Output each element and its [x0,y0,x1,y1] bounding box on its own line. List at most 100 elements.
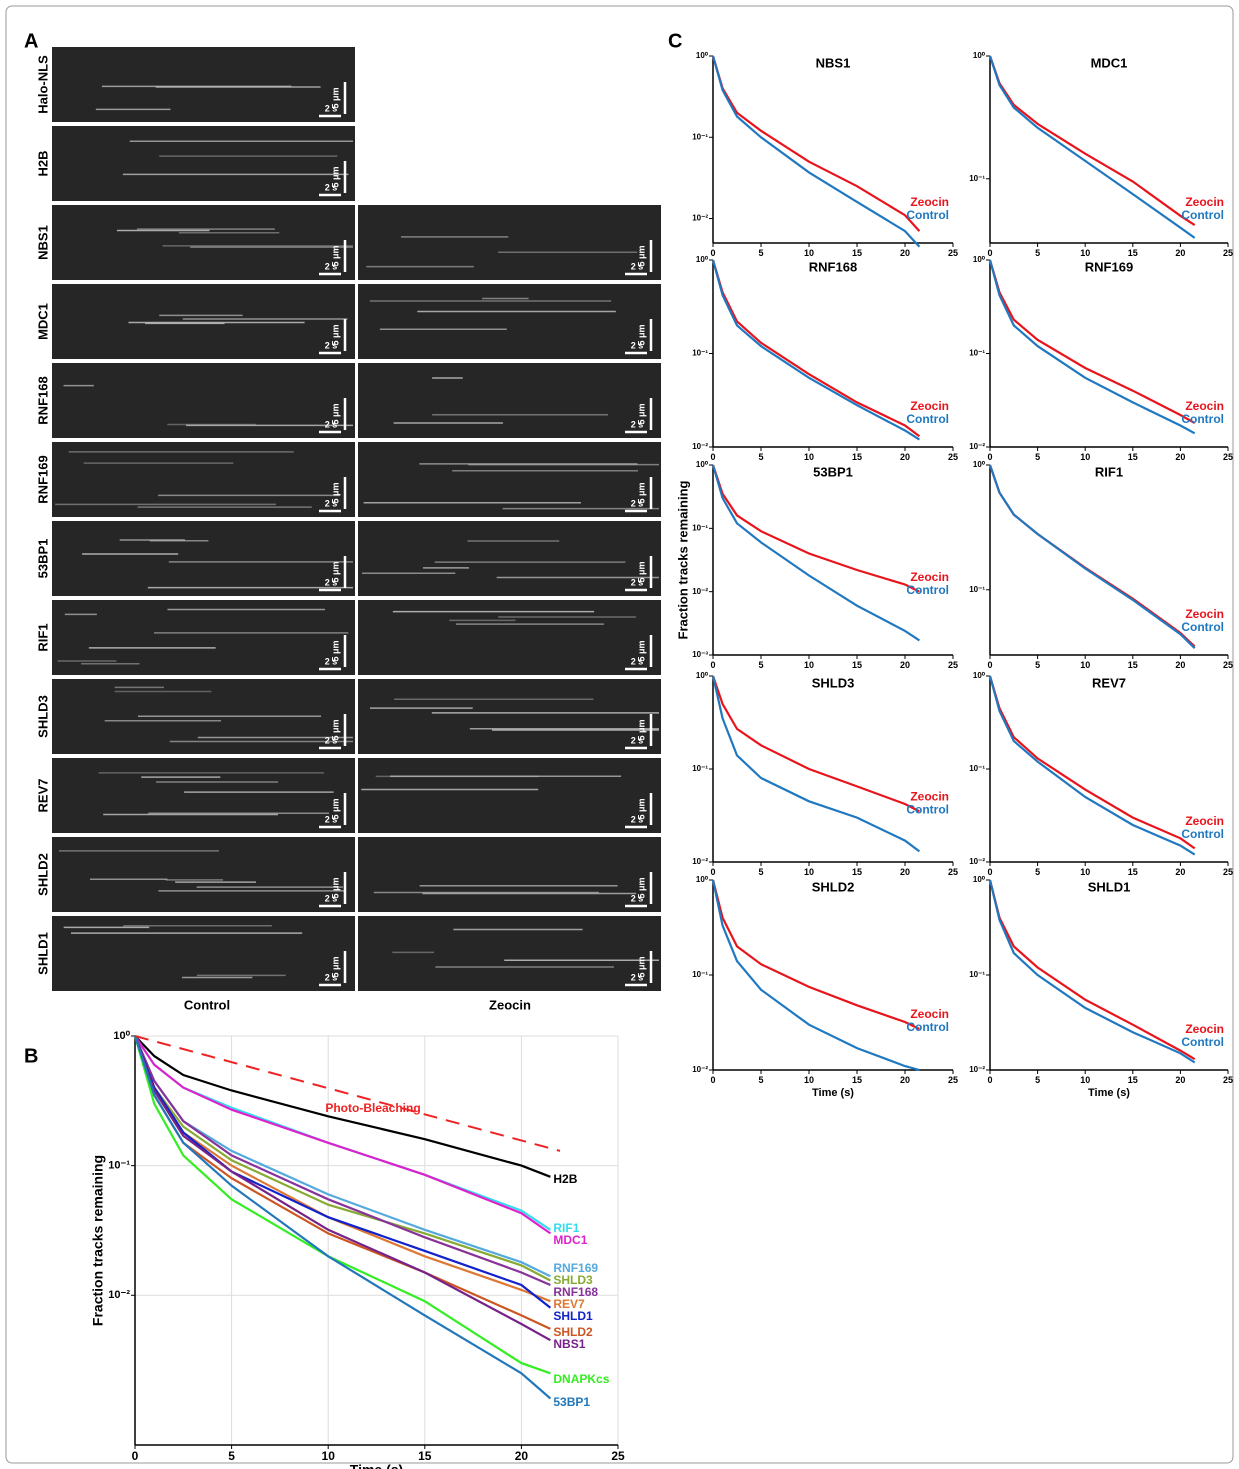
y-tick-label: 10⁰ [696,875,709,884]
y-tick-label: 10⁻¹ [969,174,985,183]
x-axis-label: Time (s) [1088,1087,1130,1099]
column-label: Zeocin [489,997,531,1012]
x-tick-label: 15 [1128,660,1138,670]
y-axis-label: Fraction tracks remaining [675,480,690,639]
row-label: RNF168 [35,376,50,424]
scale-label: 5 μm [330,798,340,819]
kymograph-image [52,916,355,991]
legend-label: Control [1181,208,1224,222]
row-label: MDC1 [35,303,50,340]
x-tick-label: 10 [1080,248,1090,258]
x-tick-label: 15 [1128,452,1138,462]
scale-label: 5 μm [330,640,340,661]
y-tick-label: 10⁻² [969,857,985,866]
x-tick-label: 0 [987,660,992,670]
x-tick-label: 0 [710,1075,715,1085]
legend-label: Zeocin [910,1007,949,1021]
y-tick-label: 10⁰ [973,671,986,680]
y-tick-label: 10⁰ [973,875,986,884]
line-series [134,1035,561,1152]
x-tick-label: 20 [900,452,910,462]
kymograph-image [358,758,661,833]
line-series [711,464,920,593]
x-tick-label: 5 [758,1075,763,1085]
line-series [988,259,1196,435]
kymograph-image [358,916,661,991]
scale-label: 5 μm [330,719,340,740]
x-tick-label: 10 [1080,452,1090,462]
kymograph-image [52,363,355,438]
y-tick-label: 10⁻¹ [969,764,985,773]
line-series [988,879,1196,1064]
series-label: SHLD2 [553,1325,593,1339]
row-label: REV7 [35,779,50,813]
scale-label: 2 s [325,261,338,271]
x-tick-label: 5 [1035,452,1040,462]
kymograph-image [358,442,661,517]
x-tick-label: 10 [1080,1075,1090,1085]
kymograph-image [52,205,355,280]
kymograph-image [52,284,355,359]
x-tick-label: 10 [804,660,814,670]
y-tick-label: 10⁻² [692,442,708,451]
scale-label: 2 s [631,498,644,508]
x-tick-label: 15 [1128,1075,1138,1085]
scale-label: 5 μm [330,482,340,503]
x-tick-label: 0 [710,452,715,462]
y-tick-label: 10⁻² [692,857,708,866]
x-tick-label: 25 [948,1075,958,1085]
kymograph-image [52,521,355,596]
line-series [133,1035,551,1287]
row-label: SHLD1 [35,932,50,975]
series-label: NBS1 [553,1337,585,1351]
x-tick-label: 15 [852,867,862,877]
y-tick-label: 10⁻¹ [692,132,708,141]
line-series [988,55,1196,239]
y-tick-label: 10⁻¹ [692,523,708,532]
scale-label: 2 s [631,419,644,429]
scale-label: 2 s [325,893,338,903]
x-tick-label: 20 [1175,660,1185,670]
series-label: RNF169 [553,1261,598,1275]
kymograph-image [52,126,355,201]
scale-label: 5 μm [636,245,646,266]
legend-label: Zeocin [1185,195,1224,209]
kymograph-image [358,205,661,280]
line-series [988,675,1196,856]
scale-label: 2 s [631,577,644,587]
scale-label: 5 μm [636,324,646,345]
legend-label: Control [906,583,949,597]
series-label: SHLD3 [553,1273,593,1287]
x-tick-label: 15 [1128,867,1138,877]
x-tick-label: 20 [900,660,910,670]
x-tick-label: 25 [1223,1075,1233,1085]
y-tick-label: 10⁻¹ [692,764,708,773]
x-tick-label: 25 [948,452,958,462]
x-tick-label: 25 [948,867,958,877]
series-label: DNAPKcs [553,1372,609,1386]
y-tick-label: 10⁻¹ [969,585,985,594]
scale-label: 5 μm [636,877,646,898]
row-label: H2B [35,150,50,176]
scale-label: 2 s [325,735,338,745]
y-tick-label: 10⁰ [973,460,986,469]
y-tick-label: 10⁻² [969,1065,985,1074]
scale-label: 2 s [325,972,338,982]
series-label: RNF168 [553,1285,598,1299]
x-tick-label: 10 [804,248,814,258]
scale-label: 5 μm [636,640,646,661]
line-series [711,879,920,1072]
line-series [988,675,1196,850]
legend-label: Control [906,803,949,817]
figure-frame [5,5,1234,1464]
x-tick-label: 15 [418,1449,432,1463]
x-tick-label: 10 [804,452,814,462]
legend-label: Zeocin [910,790,949,804]
x-tick-label: 0 [987,1075,992,1085]
line-series [711,259,921,438]
scale-label: 2 s [325,182,338,192]
x-tick-label: 5 [228,1449,235,1463]
x-axis-label: Time (s) [812,1087,854,1099]
chart-title: SHLD2 [812,879,855,894]
